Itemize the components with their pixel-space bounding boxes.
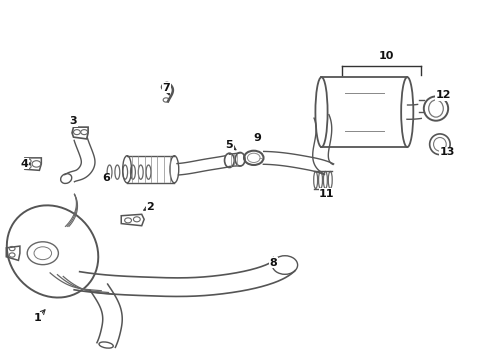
- Text: 3: 3: [70, 116, 77, 126]
- Text: 7: 7: [162, 83, 170, 93]
- Text: 9: 9: [253, 133, 261, 143]
- Text: 1: 1: [34, 312, 42, 323]
- Text: 12: 12: [436, 90, 452, 100]
- Text: 13: 13: [440, 147, 455, 157]
- Text: 11: 11: [319, 189, 335, 199]
- Text: 8: 8: [270, 258, 277, 268]
- Text: 2: 2: [146, 202, 154, 212]
- Text: 10: 10: [379, 51, 394, 61]
- Text: 6: 6: [102, 173, 110, 183]
- Text: 4: 4: [21, 159, 29, 169]
- Text: 5: 5: [225, 140, 233, 150]
